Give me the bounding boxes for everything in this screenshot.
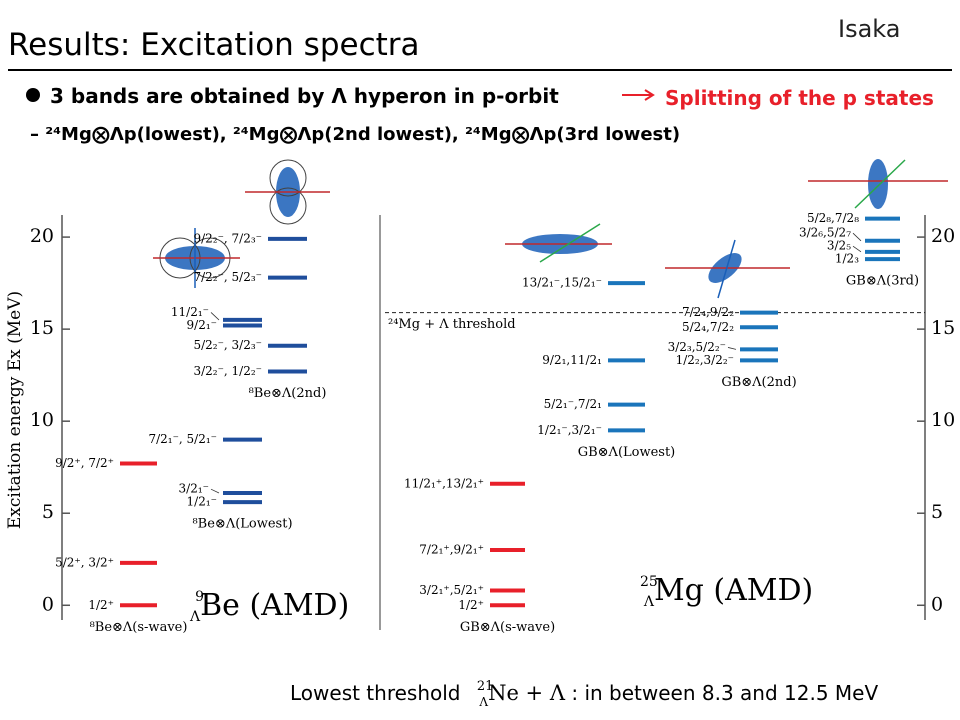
footer-name: Ne + Λ (488, 681, 566, 705)
band-label: GB⊗Λ(3rd) (846, 274, 919, 289)
nucleus-mass: 25 (640, 574, 658, 590)
band-label: ⁸Be⊗Λ(Lowest) (192, 517, 292, 532)
level-label: 1/2₁⁻,3/2₁⁻ (537, 423, 602, 437)
label-leader (852, 232, 862, 242)
band-label: GB⊗Λ(s-wave) (460, 620, 555, 635)
footer-prefix: Lowest threshold (290, 681, 461, 705)
y-tick-label: 5 (931, 501, 943, 523)
band-label: ⁸Be⊗Λ(s-wave) (90, 620, 188, 635)
y-tick-label: 10 (30, 409, 54, 431)
level-label: 9/2⁺, 7/2⁺ (55, 456, 114, 470)
bullet-sub-text: ²⁴Mg⨂Λp(lowest), ²⁴Mg⨂Λp(2nd lowest), ²⁴… (45, 124, 680, 145)
y-tick-label: 15 (931, 317, 955, 339)
level-label: 5/2⁺, 3/2⁺ (55, 555, 114, 569)
level-label: 11/2₁⁺,13/2₁⁺ (404, 476, 484, 490)
nucleus-mass: 9 (195, 589, 204, 605)
y-tick-label: 15 (30, 317, 54, 339)
bullet-main: 3 bands are obtained by Λ hyperon in p-o… (50, 84, 559, 108)
level-label: 1/2⁺ (88, 598, 114, 612)
level-label: 3/2₆,5/2₇ (799, 226, 851, 240)
level-label: 9/2₁⁻ (187, 318, 217, 332)
level-label: 7/2₄,9/2₂ (682, 305, 734, 319)
level-label: 11/2₁⁻ (171, 305, 209, 319)
level-label: 7/2₁⁺,9/2₁⁺ (419, 543, 484, 557)
band-label: GB⊗Λ(Lowest) (578, 445, 676, 460)
level-label: 5/2₂⁻, 3/2₃⁻ (193, 338, 262, 352)
nucleus-name: Be (AMD) (200, 588, 349, 623)
level-label: 1/2₃ (835, 252, 859, 266)
band-label: GB⊗Λ(2nd) (721, 375, 796, 390)
icon-arrow (717, 239, 736, 299)
bullet-arrow-text: Splitting of the p states (665, 86, 934, 110)
footer-hyperon: Λ (478, 695, 488, 709)
y-tick-label: 10 (931, 409, 955, 431)
nucleus-hyperon: Λ (643, 594, 655, 610)
y-tick-label: 20 (30, 225, 54, 247)
label-leader (210, 312, 220, 321)
y-tick-label: 5 (42, 501, 54, 523)
y-tick-label: 0 (931, 593, 943, 615)
slide-title: Results: Excitation spectra (8, 27, 420, 63)
bullet-sub: – ²⁴Mg⨂Λp(lowest), ²⁴Mg⨂Λp(2nd lowest), … (30, 124, 680, 145)
footer-mass: 21 (477, 679, 494, 694)
arrow-head (644, 89, 655, 101)
icon-arrow (539, 223, 601, 263)
author: Isaka (838, 15, 900, 43)
level-label: 3/2₅ (827, 239, 851, 253)
icon-circle (269, 159, 307, 197)
level-label: 3/2₁⁺,5/2₁⁺ (419, 583, 484, 597)
band-label: ⁸Be⊗Λ(2nd) (249, 386, 327, 401)
nucleus-label: 9 ΛBe (AMD) (189, 588, 349, 625)
level-label: 1/2₁⁻ (187, 495, 217, 509)
level-label: 1/2⁺ (458, 598, 484, 612)
level-label: 1/2₂,3/2₂⁻ (676, 353, 734, 367)
label-leader (727, 347, 737, 350)
threshold-label: ²⁴Mg + Λ threshold (388, 317, 516, 332)
level-label: 3/2₁⁻ (179, 482, 209, 496)
y-tick-label: 0 (42, 593, 54, 615)
level-label: 7/2₂⁻, 5/2₃⁻ (193, 270, 262, 284)
nucleus-name: Mg (AMD) (654, 573, 813, 608)
icon-circle (269, 187, 307, 225)
y-axis-label: Excitation energy Ex (MeV) (5, 291, 25, 529)
level-label: 5/2₈,7/2₈ (807, 211, 859, 225)
level-label: 9/2₁,11/2₁ (542, 353, 602, 367)
nucleus-label: 25 ΛMg (AMD) (640, 573, 813, 610)
level-label: 3/2₃,5/2₂⁻ (668, 340, 726, 354)
bullet-dot (26, 88, 40, 102)
footer: Lowest threshold 21 ΛNe + Λ : in between … (290, 679, 878, 709)
icon-arrows (153, 159, 948, 299)
y-tick-label: 20 (931, 225, 955, 247)
label-leader (852, 245, 862, 253)
nucleus-hyperon: Λ (189, 609, 201, 625)
icon-blob (868, 159, 888, 209)
level-label: 5/2₁⁻,7/2₁ (544, 397, 602, 411)
level-label: 7/2₁⁻, 5/2₁⁻ (148, 432, 217, 446)
label-leader (210, 488, 220, 494)
footer-suffix: : in between 8.3 and 12.5 MeV (571, 681, 878, 705)
level-label: 13/2₁⁻,15/2₁⁻ (522, 276, 602, 290)
level-label: 3/2₂⁻, 1/2₂⁻ (193, 364, 262, 378)
level-label: 5/2₄,7/2₂ (682, 320, 734, 334)
level-label: 9/2₂⁻, 7/2₃⁻ (193, 231, 262, 245)
icon-arrow (854, 159, 906, 209)
